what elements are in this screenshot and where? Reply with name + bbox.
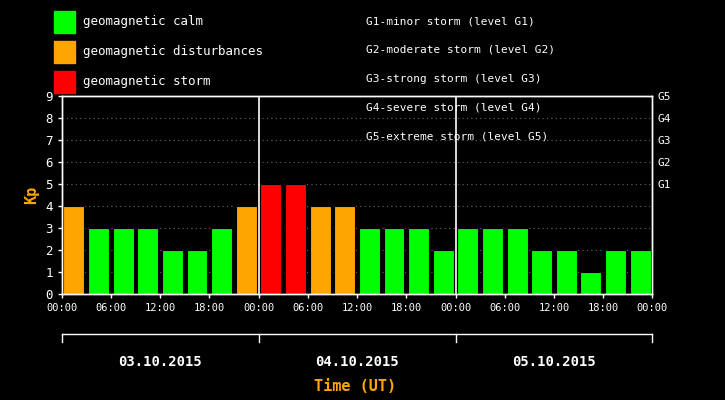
Bar [285,184,306,294]
Bar [186,250,207,294]
Bar [433,250,454,294]
Text: G5-extreme storm (level G5): G5-extreme storm (level G5) [366,131,548,141]
Bar [457,228,479,294]
Text: G3-strong storm (level G3): G3-strong storm (level G3) [366,74,542,84]
Bar [581,272,602,294]
Bar [310,206,331,294]
Bar [482,228,503,294]
Text: G4-severe storm (level G4): G4-severe storm (level G4) [366,102,542,112]
Bar [260,184,281,294]
Bar [605,250,626,294]
Bar [334,206,355,294]
Text: geomagnetic storm: geomagnetic storm [83,76,211,88]
Text: 05.10.2015: 05.10.2015 [512,355,596,369]
Bar [88,228,109,294]
Bar [64,206,84,294]
Bar [408,228,429,294]
Bar [236,206,257,294]
Y-axis label: Kp: Kp [25,186,40,204]
Text: geomagnetic calm: geomagnetic calm [83,16,204,28]
Bar [384,228,405,294]
Bar [162,250,183,294]
Text: G1-minor storm (level G1): G1-minor storm (level G1) [366,16,535,26]
Text: 04.10.2015: 04.10.2015 [315,355,399,369]
Text: 03.10.2015: 03.10.2015 [118,355,202,369]
Text: Time (UT): Time (UT) [314,379,397,394]
Bar [507,228,528,294]
Text: geomagnetic disturbances: geomagnetic disturbances [83,46,263,58]
Text: G2-moderate storm (level G2): G2-moderate storm (level G2) [366,45,555,55]
Bar [359,228,380,294]
Bar [112,228,133,294]
Bar [630,250,650,294]
Bar [531,250,552,294]
Bar [137,228,158,294]
Bar [556,250,577,294]
Bar [211,228,232,294]
